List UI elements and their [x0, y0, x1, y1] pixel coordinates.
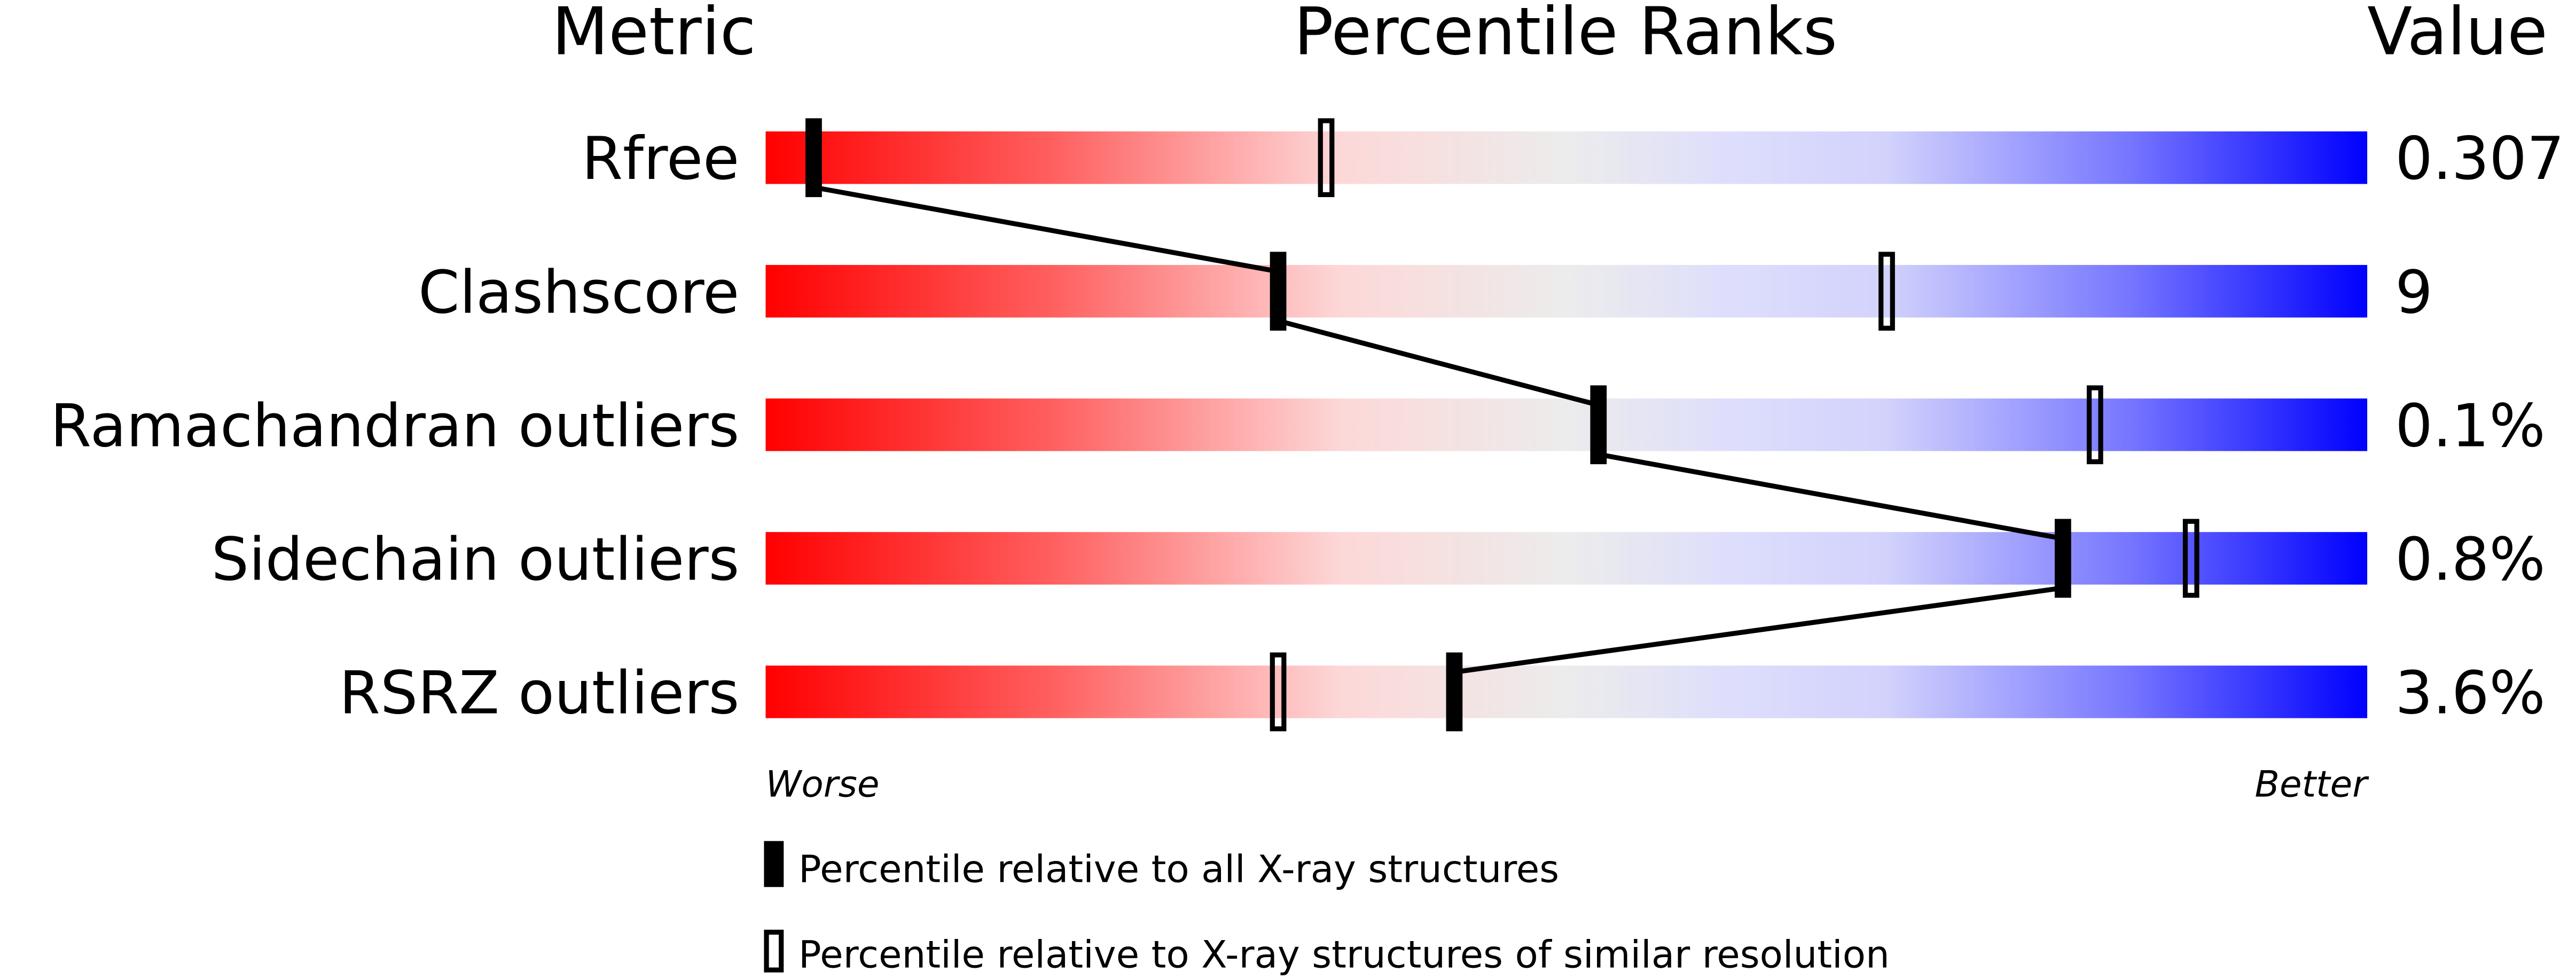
marker-all-structures — [1590, 385, 1607, 465]
percentile-bar — [765, 265, 2368, 318]
metric-label: RSRZ outliers — [339, 659, 739, 727]
percentile-bar — [765, 131, 2368, 184]
metric-label: Ramachandran outliers — [50, 391, 739, 460]
metric-label: Rfree — [582, 124, 739, 193]
marker-similar-resolution — [1270, 652, 1287, 732]
percentile-bar — [765, 665, 2368, 718]
header-metric: Metric — [552, 0, 756, 70]
metric-value: 0.8% — [2395, 525, 2545, 594]
worse-label: Worse — [765, 763, 879, 805]
marker-all-structures — [805, 118, 822, 198]
marker-all-structures — [2054, 519, 2071, 598]
metric-value: 3.6% — [2395, 659, 2545, 727]
metric-value: 0.1% — [2395, 391, 2545, 460]
marker-similar-resolution — [1878, 252, 1895, 331]
marker-similar-resolution — [2086, 385, 2103, 465]
marker-similar-resolution — [1318, 118, 1335, 198]
header-value: Value — [2367, 0, 2548, 70]
metric-value: 9 — [2395, 258, 2432, 327]
metric-label: Sidechain outliers — [212, 525, 740, 594]
legend-all-label: Percentile relative to all X-ray structu… — [798, 847, 1559, 891]
marker-all-structures — [1270, 252, 1287, 331]
percentile-bar — [765, 398, 2368, 451]
header-percentile-ranks: Percentile Ranks — [1294, 0, 1837, 70]
better-label: Better — [2255, 763, 2370, 805]
legend-similar-label: Percentile relative to X-ray structures … — [798, 932, 1890, 976]
marker-similar-resolution — [2182, 519, 2199, 598]
legend-open-marker-icon — [764, 929, 784, 973]
percentile-bar — [765, 532, 2368, 585]
legend-filled-marker-icon — [764, 841, 784, 887]
metric-value: 0.307 — [2395, 124, 2564, 193]
marker-all-structures — [1446, 652, 1463, 732]
metric-label: Clashscore — [418, 258, 739, 327]
